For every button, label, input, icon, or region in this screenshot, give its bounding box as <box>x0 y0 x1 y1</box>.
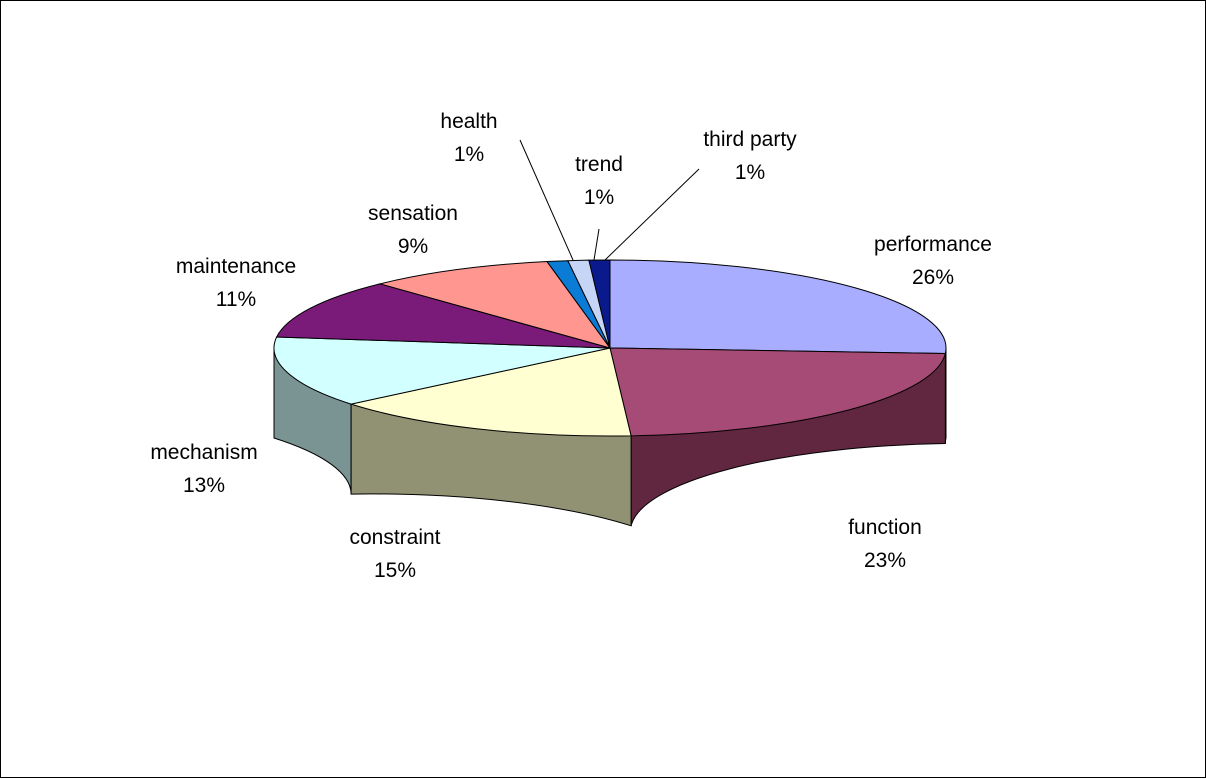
slice-labels: performance 26% function 23% constraint 15% me… <box>150 110 992 582</box>
pie-slice-sensation <box>378 261 612 349</box>
label-maintenance: maintenance <box>176 255 296 278</box>
label-performance: performance <box>874 233 992 256</box>
label-trend: trend <box>575 153 623 176</box>
pie-slice-mechanism <box>273 336 611 405</box>
label-mechanism: mechanism <box>150 441 257 464</box>
label-health: health <box>440 110 497 133</box>
pct-health: 1% <box>454 143 484 166</box>
leader-health <box>519 139 574 261</box>
pie-slice-constraint <box>349 347 632 437</box>
pie-tops <box>273 259 947 437</box>
label-function: function <box>848 516 922 539</box>
pie-slice-third-party <box>588 259 611 349</box>
leader-third-party <box>604 168 700 261</box>
pct-maintenance: 11% <box>216 288 256 311</box>
pct-trend: 1% <box>584 186 614 209</box>
label-constraint: constraint <box>349 526 440 549</box>
label-sensation: sensation <box>368 202 458 225</box>
label-third-party: third party <box>703 128 797 151</box>
pct-mechanism: 13% <box>183 474 225 497</box>
pie-slice-performance <box>609 259 947 355</box>
pct-performance: 26% <box>912 266 954 289</box>
pct-function: 23% <box>864 549 906 572</box>
pct-constraint: 15% <box>374 559 416 582</box>
leader-trend <box>593 228 600 261</box>
pie-slice-maintenance <box>275 283 611 349</box>
pct-sensation: 9% <box>398 235 428 258</box>
pie-slice-function <box>609 347 946 437</box>
leader-lines <box>519 139 700 261</box>
pct-third-party: 1% <box>735 161 765 184</box>
